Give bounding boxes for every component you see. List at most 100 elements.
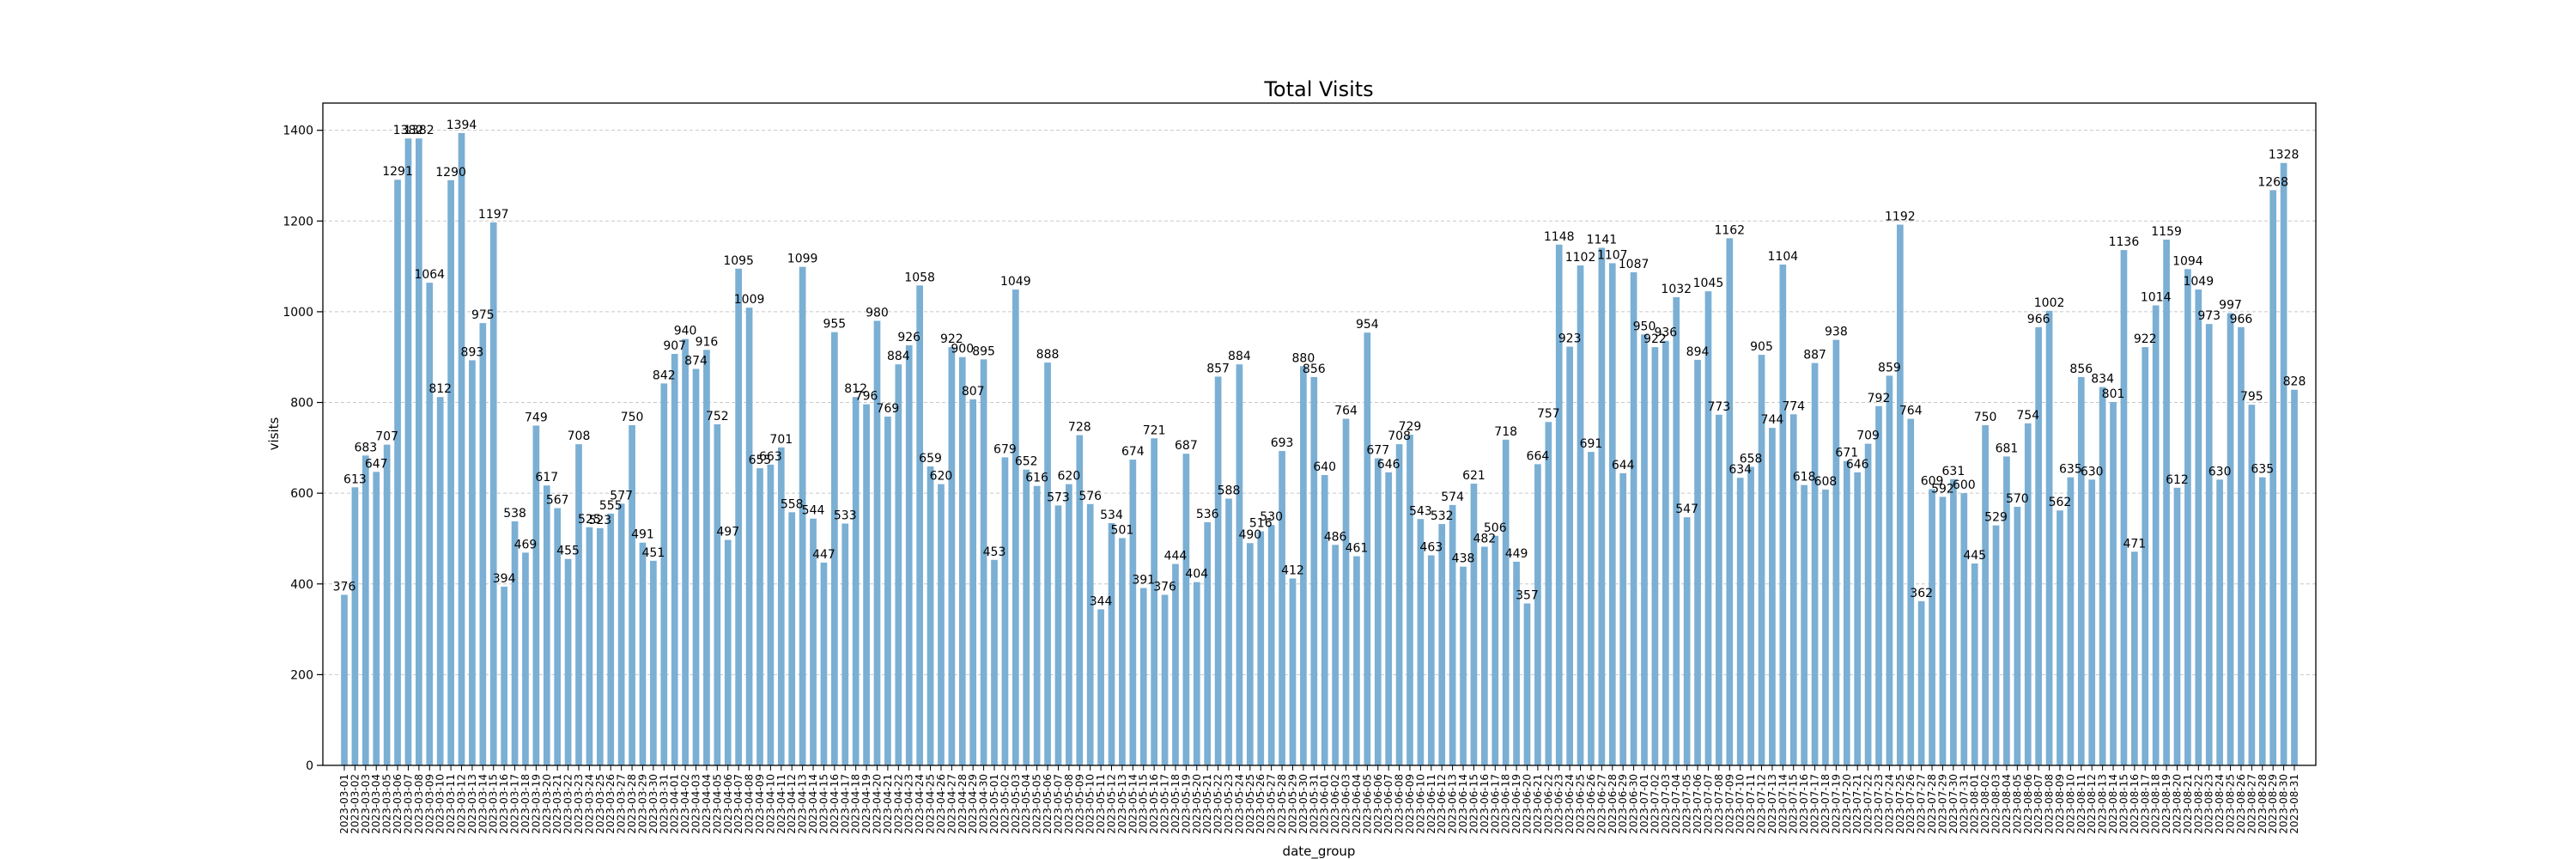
bar: [511, 521, 519, 765]
bar: [948, 347, 956, 765]
bar: [629, 424, 635, 765]
bar-value-label: 533: [834, 509, 857, 523]
x-tick-label: 2023-06-05: [1361, 774, 1373, 834]
y-tick-label: 800: [290, 397, 313, 411]
bar-value-label: 1095: [723, 254, 754, 268]
x-tick-label: 2023-03-21: [551, 774, 563, 834]
bar-value-label: 525: [578, 513, 601, 527]
bar: [489, 222, 497, 765]
x-tick-label: 2023-03-09: [423, 774, 435, 834]
bar: [1907, 418, 1915, 765]
bar-value-label: 1159: [2151, 225, 2182, 239]
bar-value-label: 1162: [1714, 223, 1745, 237]
x-tick-label: 2023-05-13: [1116, 774, 1128, 834]
bar: [777, 447, 785, 765]
x-tick-label: 2023-03-08: [413, 774, 425, 834]
bar-value-label: 588: [1218, 484, 1241, 497]
bar-value-label: 570: [2006, 492, 2029, 506]
x-tick-label: 2023-08-08: [2044, 774, 2056, 834]
x-tick-label: 2023-03-02: [349, 774, 361, 834]
bar: [1801, 484, 1807, 765]
x-tick-label: 2023-08-27: [2245, 774, 2257, 834]
x-tick-label: 2023-05-19: [1180, 774, 1192, 834]
bar-value-label: 922: [2134, 332, 2157, 346]
bar: [1736, 478, 1744, 765]
x-tick-label: 2023-06-01: [1319, 774, 1331, 834]
x-tick-label: 2023-04-23: [903, 774, 915, 834]
bar-value-label: 812: [844, 382, 867, 396]
bar: [2173, 487, 2181, 765]
x-tick-label: 2023-05-29: [1286, 774, 1298, 834]
bar-value-label: 449: [1505, 547, 1528, 561]
bar-value-label: 447: [812, 548, 835, 562]
bar: [639, 542, 647, 765]
bar-value-label: 536: [1196, 508, 1219, 521]
bar-value-label: 1268: [2257, 175, 2288, 189]
bar: [2131, 551, 2138, 765]
bar-value-label: 574: [1441, 490, 1464, 504]
bar-value-label: 646: [1377, 458, 1400, 472]
bar: [2195, 289, 2202, 766]
bar: [863, 404, 870, 765]
bar-value-label: 955: [823, 318, 846, 332]
bar-value-label: 774: [1782, 399, 1805, 413]
x-tick-label: 2023-07-23: [1873, 774, 1885, 834]
bar: [927, 466, 934, 765]
x-tick-label: 2023-03-27: [616, 774, 628, 834]
x-tick-label: 2023-07-04: [1670, 774, 1682, 834]
x-tick-label: 2023-06-29: [1617, 774, 1629, 834]
bar: [2152, 305, 2160, 765]
bar-value-label: 707: [375, 430, 398, 444]
bar-value-label: 655: [749, 454, 772, 467]
x-tick-label: 2023-05-18: [1170, 774, 1182, 834]
bar: [1332, 545, 1339, 765]
x-tick-label: 2023-04-10: [764, 774, 776, 834]
bar: [341, 594, 348, 765]
bar: [543, 485, 550, 765]
bar: [1726, 238, 1734, 765]
y-axis-title: visits: [266, 417, 282, 450]
x-tick-label: 2023-04-13: [797, 774, 809, 834]
bar: [522, 552, 529, 765]
bar: [2163, 239, 2170, 765]
bar-value-label: 497: [716, 526, 739, 539]
bar: [1033, 485, 1041, 765]
bar-value-label: 1148: [1544, 230, 1575, 244]
x-tick-label: 2023-06-15: [1467, 774, 1479, 834]
bar-value-label: 412: [1281, 564, 1304, 577]
bar-value-label: 764: [1899, 405, 1923, 418]
bar: [810, 518, 817, 765]
bar: [1929, 489, 1935, 765]
bar-value-label: 646: [1846, 458, 1869, 472]
bar-value-label: 600: [1953, 478, 1976, 492]
bar: [1395, 444, 1403, 765]
bar-value-label: 907: [663, 339, 686, 353]
x-tick-label: 2023-08-01: [1969, 774, 1981, 834]
bar-value-label: 482: [1473, 532, 1496, 545]
bar: [1513, 561, 1520, 765]
bar-value-label: 455: [556, 545, 580, 558]
x-tick-label: 2023-04-06: [722, 774, 734, 834]
x-tick-label: 2023-06-25: [1575, 774, 1587, 834]
bar-value-label: 834: [2091, 373, 2114, 387]
x-tick-label: 2023-04-04: [701, 774, 713, 834]
bar: [2227, 313, 2234, 765]
bar: [2088, 479, 2096, 765]
x-tick-label: 2023-03-06: [392, 774, 404, 834]
x-tick-label: 2023-05-03: [1010, 774, 1022, 834]
bar: [1044, 362, 1051, 765]
x-tick-label: 2023-07-13: [1766, 774, 1778, 834]
bar: [1534, 464, 1541, 765]
bar: [1545, 422, 1552, 765]
x-tick-label: 2023-05-17: [1159, 774, 1171, 834]
bar: [724, 539, 732, 765]
bar-value-label: 997: [2219, 299, 2242, 313]
bar-value-label: 900: [951, 343, 974, 356]
bar: [1374, 458, 1382, 765]
bar-value-label: 620: [930, 470, 953, 484]
x-tick-label: 2023-06-20: [1521, 774, 1533, 834]
x-tick-label: 2023-08-28: [2257, 774, 2269, 834]
plot-frame: [322, 102, 2317, 766]
bar-value-label: 754: [2016, 409, 2039, 423]
x-tick-label: 2023-05-04: [1020, 774, 1032, 834]
